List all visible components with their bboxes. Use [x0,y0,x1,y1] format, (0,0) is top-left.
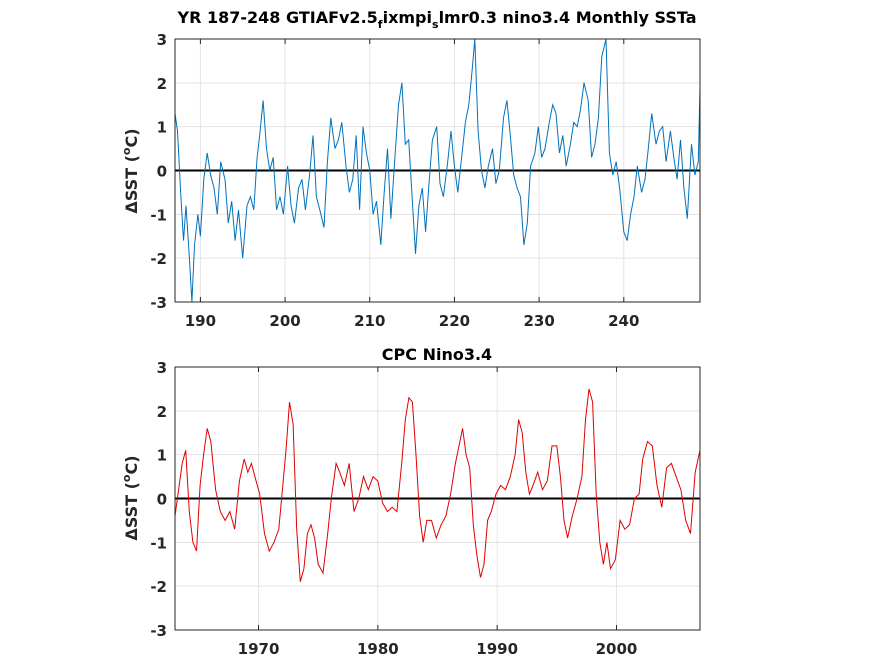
top-y-tick-label: 0 [157,163,167,181]
bottom-y-tick-labels: -3 -2 -1 0 1 2 3 [150,359,167,640]
top-panel: 190 200 210 220 230 240 -3 -2 -1 0 1 2 3 YR 187-248… [120,8,701,330]
top-y-tick-labels: -3 -2 -1 0 1 2 3 [150,31,167,312]
top-x-tick-label: 200 [269,312,300,330]
top-series-line [174,38,701,303]
top-y-tick-label: 2 [157,75,167,93]
bottom-y-tick-label: -3 [150,622,167,640]
top-x-tick-label: 220 [439,312,470,330]
bottom-chart-title: CPC Nino3.4 [382,345,492,364]
bottom-x-tick-labels: 1970 1980 1990 2000 [238,640,638,656]
bottom-axes-box [174,366,701,631]
bottom-y-axis-label: ΔSST (oC) [120,455,141,540]
top-axes-box [174,38,701,303]
top-y-tick-label: 3 [157,31,167,49]
top-y-tick-label: 1 [157,119,167,137]
bottom-y-tick-label: 2 [157,403,167,421]
bottom-y-tick-label: 1 [157,447,167,465]
bottom-y-tick-label: 0 [157,491,167,509]
bottom-y-tick-label: 3 [157,359,167,377]
bottom-y-tick-label: -2 [150,578,167,596]
top-x-tick-label: 190 [185,312,216,330]
top-x-tick-label: 210 [354,312,385,330]
top-y-tick-label: -1 [150,206,167,224]
top-x-tick-label: 240 [608,312,639,330]
top-y-tick-label: -2 [150,250,167,268]
bottom-x-tick-label: 1990 [476,640,518,656]
top-y-tick-label: -3 [150,294,167,312]
top-x-tick-labels: 190 200 210 220 230 240 [185,312,640,330]
top-x-tick-label: 230 [523,312,554,330]
bottom-series-line [174,388,701,582]
bottom-x-tick-label: 1970 [238,640,280,656]
bottom-x-tick-label: 1980 [357,640,399,656]
bottom-y-tick-label: -1 [150,534,167,552]
bottom-x-tick-label: 2000 [596,640,638,656]
top-y-axis-label: ΔSST (oC) [120,128,141,213]
top-chart-title: YR 187-248 GTIAFv2.5fixmpislmr0.3 nino3.… [176,8,696,31]
